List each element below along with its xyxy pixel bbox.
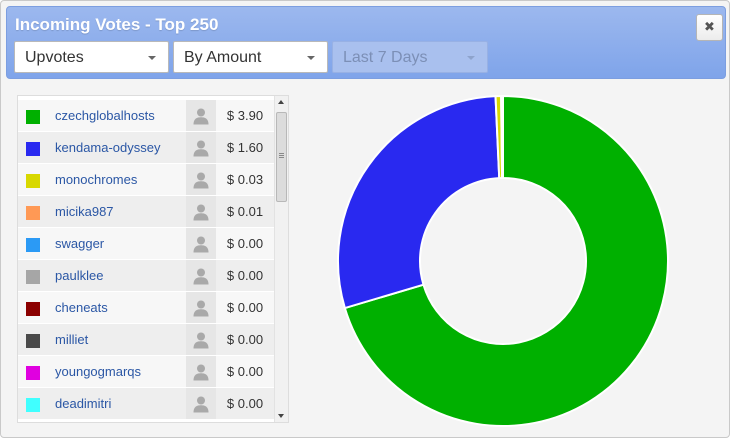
chevron-down-icon bbox=[148, 56, 156, 60]
voter-name-link[interactable]: monochromes bbox=[55, 172, 138, 187]
color-swatch bbox=[26, 398, 40, 412]
voter-name-link[interactable]: milliet bbox=[55, 332, 89, 347]
voter-name-link[interactable]: cheneats bbox=[55, 300, 108, 315]
color-swatch bbox=[26, 366, 40, 380]
donut-slice-czechglobalhosts[interactable] bbox=[343, 94, 669, 427]
vote-amount: $ 0.03 bbox=[226, 172, 264, 187]
list-item: cheneats $ 0.00 bbox=[18, 292, 274, 324]
period-select: Last 7 Days bbox=[332, 41, 488, 73]
voter-name-link[interactable]: paulklee bbox=[55, 268, 104, 283]
voter-list: czechglobalhosts $ 3.90 kendama-odyssey $ 1… bbox=[17, 95, 289, 423]
vote-type-select[interactable]: Upvotes bbox=[14, 41, 169, 73]
vote-amount: $ 0.00 bbox=[226, 332, 264, 347]
user-icon[interactable] bbox=[186, 132, 216, 163]
list-item: kendama-odyssey $ 1.60 bbox=[18, 132, 274, 164]
voter-name-link[interactable]: kendama-odyssey bbox=[55, 140, 161, 155]
donut-slice-micika987[interactable] bbox=[500, 94, 504, 180]
scroll-thumb[interactable] bbox=[276, 112, 287, 202]
sort-select[interactable]: By Amount bbox=[173, 41, 328, 73]
vote-amount: $ 0.00 bbox=[226, 236, 264, 251]
user-icon[interactable] bbox=[186, 356, 216, 387]
window-header: Incoming Votes - Top 250 ✖ Upvotes By Am… bbox=[6, 6, 726, 79]
color-swatch bbox=[26, 206, 40, 220]
color-swatch bbox=[26, 110, 40, 124]
window-title: Incoming Votes - Top 250 bbox=[15, 15, 219, 34]
user-icon[interactable] bbox=[186, 100, 216, 131]
voter-name-link[interactable]: swagger bbox=[55, 236, 105, 251]
list-item: micika987 $ 0.01 bbox=[18, 196, 274, 228]
user-icon[interactable] bbox=[186, 164, 216, 195]
vote-amount: $ 0.00 bbox=[226, 268, 264, 283]
close-button[interactable]: ✖ bbox=[696, 14, 723, 41]
list-item: youngogmarqs $ 0.00 bbox=[18, 356, 274, 388]
chevron-down-icon bbox=[467, 56, 475, 60]
list-item: monochromes $ 0.03 bbox=[18, 164, 274, 196]
user-icon[interactable] bbox=[186, 196, 216, 227]
list-scrollbar[interactable] bbox=[274, 96, 288, 422]
list-item: czechglobalhosts $ 3.90 bbox=[18, 100, 274, 132]
vote-amount: $ 0.00 bbox=[226, 396, 264, 411]
sort-value: By Amount bbox=[184, 49, 262, 66]
user-icon[interactable] bbox=[186, 228, 216, 259]
scroll-up-icon[interactable] bbox=[278, 100, 284, 104]
color-swatch bbox=[26, 302, 40, 316]
list-item: swagger $ 0.00 bbox=[18, 228, 274, 260]
user-icon[interactable] bbox=[186, 324, 216, 355]
color-swatch bbox=[26, 174, 40, 188]
vote-type-value: Upvotes bbox=[25, 49, 84, 66]
color-swatch bbox=[26, 238, 40, 252]
user-icon[interactable] bbox=[186, 292, 216, 323]
vote-amount: $ 0.00 bbox=[226, 300, 264, 315]
user-icon[interactable] bbox=[186, 388, 216, 419]
color-swatch bbox=[26, 270, 40, 284]
list-item: paulklee $ 0.00 bbox=[18, 260, 274, 292]
scroll-down-icon[interactable] bbox=[278, 414, 284, 418]
voter-name-link[interactable]: micika987 bbox=[55, 204, 114, 219]
vote-amount: $ 3.90 bbox=[226, 108, 264, 123]
voter-name-link[interactable]: czechglobalhosts bbox=[55, 108, 155, 123]
chevron-down-icon bbox=[307, 56, 315, 60]
vote-amount: $ 0.01 bbox=[226, 204, 264, 219]
list-item: milliet $ 0.00 bbox=[18, 324, 274, 356]
donut-slice-kendama-odyssey[interactable] bbox=[337, 95, 501, 310]
votes-donut-chart bbox=[337, 94, 669, 427]
user-icon[interactable] bbox=[186, 260, 216, 291]
list-item: deadimitri $ 0.00 bbox=[18, 388, 274, 420]
color-swatch bbox=[26, 334, 40, 348]
voter-name-link[interactable]: deadimitri bbox=[55, 396, 112, 411]
voter-name-link[interactable]: youngogmarqs bbox=[55, 364, 141, 379]
vote-amount: $ 1.60 bbox=[226, 140, 264, 155]
color-swatch bbox=[26, 142, 40, 156]
vote-amount: $ 0.00 bbox=[226, 364, 264, 379]
period-value: Last 7 Days bbox=[343, 49, 428, 66]
